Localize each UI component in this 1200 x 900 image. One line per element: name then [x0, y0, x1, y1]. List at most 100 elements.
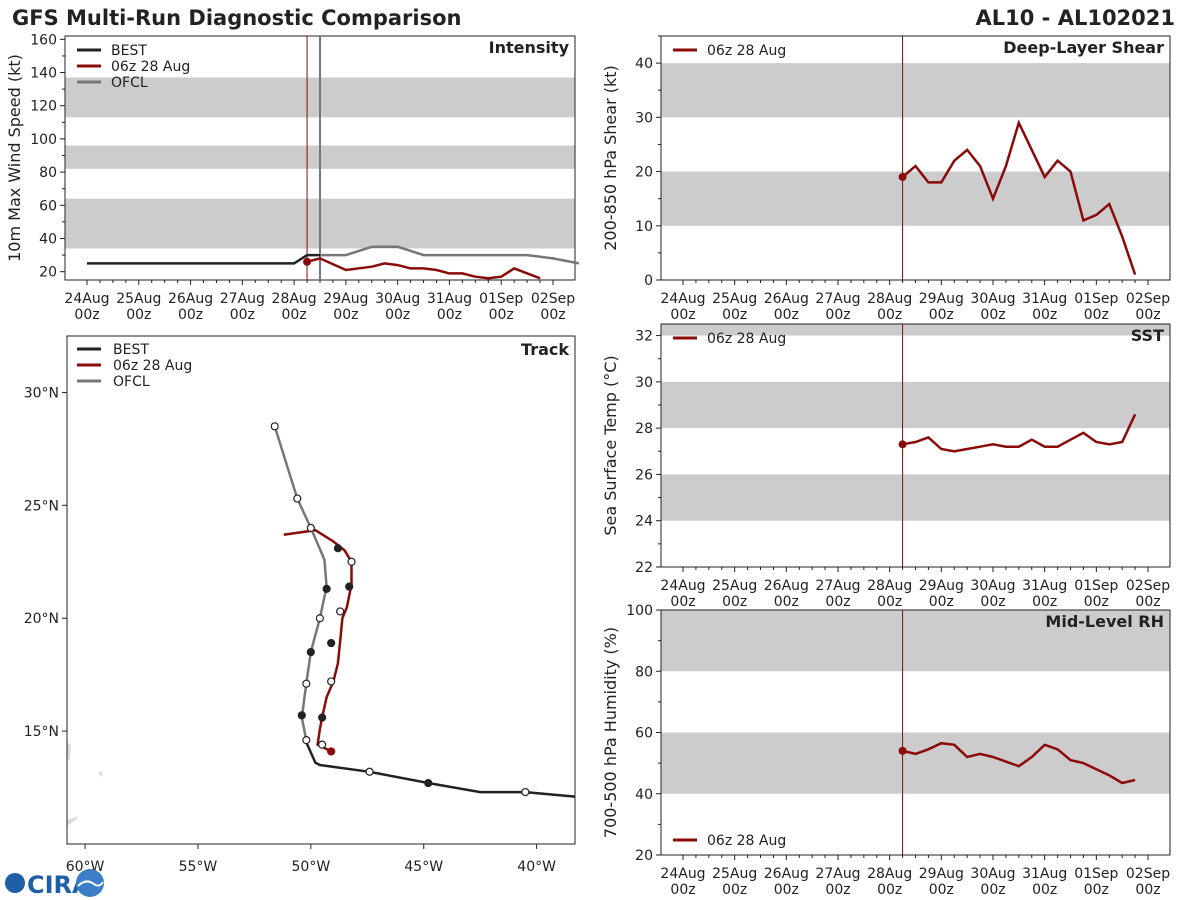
track-ofcl-point [327, 677, 336, 686]
track-land [67, 742, 71, 760]
track-best-point [424, 778, 433, 788]
intensity-ytick-label: 40 [39, 232, 57, 248]
track-ofcl-point [322, 584, 331, 593]
shear-ytick-label: 20 [635, 165, 653, 181]
rh-band [661, 732, 1170, 794]
track-ofcl-point [302, 679, 311, 688]
intensity-xtick-date: 26Aug [168, 291, 213, 307]
cira-logo: CIRA [5, 869, 104, 899]
sst-ytick-label: 22 [635, 560, 653, 576]
rh-ytick-label: 60 [635, 726, 653, 742]
rh-xtick-hour: 00z [1135, 882, 1160, 898]
sst-gfs-run-series [902, 413, 1137, 453]
shear-ytick-label: 40 [635, 56, 653, 72]
sst-xtick-date: 29Aug [919, 578, 964, 594]
sst-band [661, 381, 1170, 429]
shear-xtick-date: 31Aug [1022, 291, 1067, 307]
intensity-gfs-run-series [306, 257, 541, 280]
track-land [67, 816, 78, 826]
track-ytick-label: 15°N [24, 724, 59, 740]
track-best-point [302, 736, 311, 745]
track-land [99, 770, 103, 777]
intensity-xtick-hour: 00z [126, 307, 151, 323]
rh-legend-gfs-run: 06z 28 Aug [707, 833, 786, 849]
sst-xtick-hour: 00z [722, 594, 747, 610]
logo-globe [5, 873, 25, 893]
sst-xtick-date: 24Aug [660, 578, 705, 594]
shear-gfs-run-series [901, 119, 1137, 276]
intensity-xtick-date: 27Aug [220, 291, 265, 307]
rh-ytick-label: 20 [635, 848, 653, 864]
shear-xtick-hour: 00z [670, 307, 695, 323]
intensity-legend-gfs-run: 06z 28 Aug [111, 59, 190, 75]
shear-xtick-hour: 00z [1084, 307, 1109, 323]
intensity-ytick-label: 160 [30, 32, 57, 48]
intensity-xtick-date: 01Sep [479, 291, 523, 307]
track-best-line [305, 740, 576, 798]
shear-xtick-date: 01Sep [1074, 291, 1118, 307]
shear-xtick-date: 28Aug [867, 291, 912, 307]
rh-ylabel: 700-500 hPa Humidity (%) [601, 627, 620, 838]
track-panel: 60°W 55°W 50°W 45°W 40°W15°N20°N25°N30°NTrac… [24, 335, 576, 875]
rh-ytick-label: 100 [626, 603, 653, 619]
sst-xtick-hour: 00z [670, 594, 695, 610]
track-legend-best: BEST [113, 342, 149, 358]
intensity-xtick-date: 31Aug [427, 291, 472, 307]
intensity-title: Intensity [489, 38, 570, 57]
sst-xtick-hour: 00z [980, 594, 1005, 610]
rh-xtick-hour: 00z [825, 882, 850, 898]
intensity-ytick-label: 140 [30, 66, 57, 82]
sst-xtick-hour: 00z [1032, 594, 1057, 610]
track-best-point [365, 767, 374, 776]
track-gfs-run-point [327, 747, 336, 756]
shear-xtick-hour: 00z [980, 307, 1005, 323]
track-xtick-label: 50°W [292, 859, 331, 875]
track-ytick-label: 20°N [24, 611, 59, 627]
intensity-xtick-hour: 00z [489, 307, 514, 323]
rh-xtick-hour: 00z [670, 882, 695, 898]
intensity-xtick-hour: 00z [178, 307, 203, 323]
rh-xtick-hour: 00z [774, 882, 799, 898]
track-ofcl-point [347, 557, 356, 566]
track-xtick-label: 45°W [404, 859, 443, 875]
track-ofcl-point [270, 422, 279, 431]
intensity-xtick-date: 28Aug [272, 291, 317, 307]
intensity-xtick-date: 25Aug [116, 291, 161, 307]
shear-xtick-hour: 00z [774, 307, 799, 323]
intensity-ytick-label: 20 [39, 265, 57, 281]
sst-xtick-hour: 00z [825, 594, 850, 610]
rh-ytick-label: 80 [635, 664, 653, 680]
intensity-xtick-date: 29Aug [323, 291, 368, 307]
sst-xtick-hour: 00z [1084, 594, 1109, 610]
shear-xtick-date: 30Aug [970, 291, 1015, 307]
track-ofcl-point [306, 523, 315, 533]
sst-init-point [898, 440, 907, 449]
shear-xtick-hour: 00z [825, 307, 850, 323]
sst-xtick-date: 02Sep [1126, 578, 1170, 594]
rh-xtick-date: 31Aug [1022, 866, 1067, 882]
track-ofcl-point [306, 647, 315, 657]
rh-xtick-date: 27Aug [815, 866, 860, 882]
sst-title: SST [1131, 326, 1164, 345]
intensity-xtick-date: 30Aug [375, 291, 420, 307]
track-legend-ofcl: OFCL [113, 374, 150, 390]
sst-ylabel: Sea Surface Temp (°C) [601, 355, 620, 535]
intensity-ofcl-series [320, 245, 580, 265]
track-ofcl-point [345, 582, 354, 591]
track-ofcl-point [333, 544, 343, 553]
shear-xtick-hour: 00z [929, 307, 954, 323]
rh-xtick-date: 30Aug [970, 866, 1015, 882]
shear-xtick-date: 25Aug [712, 291, 757, 307]
sst-xtick-date: 25Aug [712, 578, 757, 594]
shear-xtick-date: 27Aug [815, 291, 860, 307]
shear-ylabel: 200-850 hPa Shear (kt) [601, 65, 620, 251]
track-gfs-run-line [283, 528, 353, 753]
rh-xtick-date: 29Aug [919, 866, 964, 882]
intensity-ytick-label: 100 [30, 132, 57, 148]
sst-xtick-date: 01Sep [1074, 578, 1118, 594]
intensity-ytick-label: 120 [30, 99, 57, 115]
intensity-xtick-date: 24Aug [64, 291, 109, 307]
track-legend-gfs-run: 06z 28 Aug [113, 358, 192, 374]
shear-xtick-date: 24Aug [660, 291, 705, 307]
